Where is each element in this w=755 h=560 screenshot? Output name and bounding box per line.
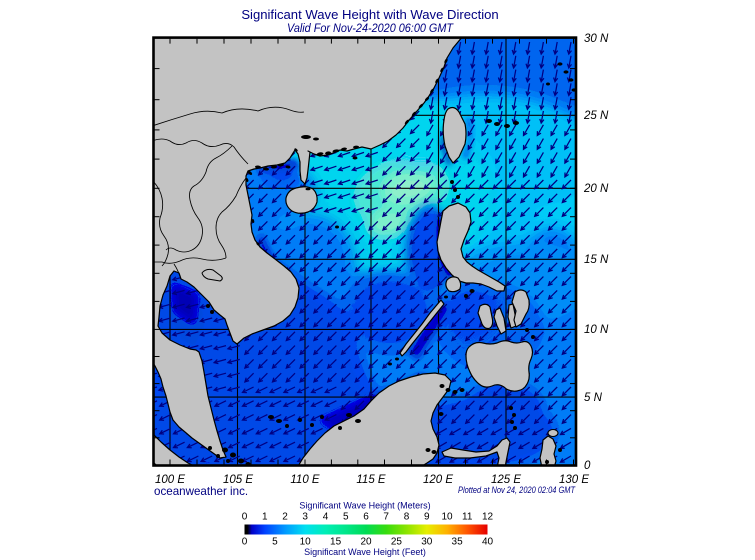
svg-text:Significant Wave Height (Meter: Significant Wave Height (Meters)	[299, 501, 430, 511]
svg-text:1: 1	[262, 512, 268, 523]
svg-text:125 E: 125 E	[491, 474, 521, 486]
svg-text:25: 25	[391, 537, 403, 548]
svg-text:Significant Wave Height with W: Significant Wave Height with Wave Direct…	[241, 7, 498, 22]
svg-text:10: 10	[300, 537, 312, 548]
svg-text:105 E: 105 E	[223, 474, 253, 486]
svg-text:4: 4	[323, 512, 329, 523]
svg-text:0: 0	[584, 460, 591, 472]
svg-text:30: 30	[421, 537, 433, 548]
svg-text:6: 6	[363, 512, 369, 523]
svg-text:100 E: 100 E	[155, 474, 185, 486]
svg-text:8: 8	[404, 512, 410, 523]
svg-text:25 N: 25 N	[583, 110, 609, 122]
svg-text:oceanweather inc.: oceanweather inc.	[154, 485, 248, 498]
svg-text:30 N: 30 N	[584, 33, 609, 45]
svg-text:120 E: 120 E	[423, 474, 453, 486]
svg-text:11: 11	[462, 512, 473, 523]
svg-text:0: 0	[242, 537, 248, 548]
svg-text:110 E: 110 E	[290, 474, 320, 486]
svg-text:40: 40	[482, 537, 494, 548]
svg-text:Significant Wave Height (Feet): Significant Wave Height (Feet)	[304, 547, 426, 557]
svg-text:Plotted at Nov 24, 2020 02:04: Plotted at Nov 24, 2020 02:04 GMT	[458, 485, 576, 496]
svg-text:10 N: 10 N	[584, 324, 609, 336]
svg-text:7: 7	[383, 512, 389, 523]
svg-text:20 N: 20 N	[583, 183, 609, 195]
svg-text:5: 5	[343, 512, 349, 523]
svg-text:15: 15	[330, 537, 342, 548]
svg-text:5 N: 5 N	[584, 392, 603, 404]
svg-text:10: 10	[441, 512, 453, 523]
svg-text:Valid For Nov-24-2020 06:00 GM: Valid For Nov-24-2020 06:00 GMT	[287, 21, 454, 35]
svg-text:20: 20	[360, 537, 372, 548]
svg-text:35: 35	[452, 537, 464, 548]
svg-text:12: 12	[482, 512, 494, 523]
svg-text:5: 5	[272, 537, 278, 548]
svg-text:115 E: 115 E	[356, 474, 386, 486]
svg-text:15 N: 15 N	[584, 254, 609, 266]
svg-text:0: 0	[242, 512, 248, 523]
svg-text:130 E: 130 E	[559, 474, 589, 486]
svg-text:9: 9	[424, 512, 430, 523]
svg-text:2: 2	[282, 512, 288, 523]
svg-text:3: 3	[302, 512, 308, 523]
